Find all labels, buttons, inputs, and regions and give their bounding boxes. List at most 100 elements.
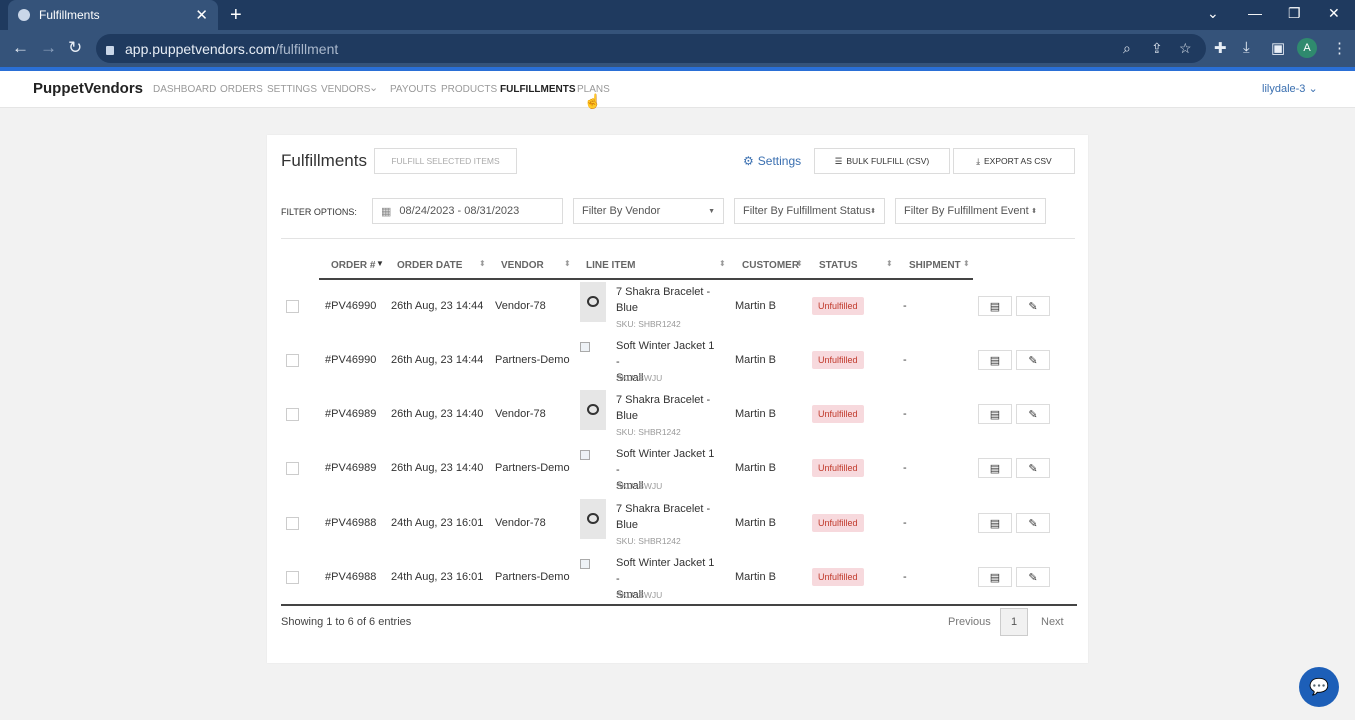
view-document-button[interactable]: ▤ [978, 567, 1012, 587]
line-item-name[interactable]: 7 Shakra Bracelet - Blue [616, 394, 711, 422]
nav-payouts[interactable]: PAYOUTS [390, 84, 437, 95]
line-item-name[interactable]: 7 Shakra Bracelet - Blue [616, 286, 711, 314]
nav-products[interactable]: PRODUCTS [441, 84, 498, 95]
browser-tab[interactable]: Fulfillments ✕ [8, 0, 218, 30]
nav-plans[interactable]: PLANS [577, 84, 610, 95]
col-status[interactable]: STATUS [819, 260, 858, 271]
vendors-chevron-down-icon[interactable]: ⌄ [369, 82, 379, 94]
sort-icon[interactable]: ⬍ [796, 259, 803, 268]
chat-bubble-button[interactable]: 💬 [1299, 667, 1339, 707]
edit-button[interactable]: ✎ [1016, 404, 1050, 424]
user-menu[interactable]: lilydale-3 ⌄ [1262, 82, 1318, 95]
order-number[interactable]: #PV46990 [325, 300, 377, 312]
table-row: #PV46989 26th Aug, 23 14:40 Vendor-78 7 … [267, 388, 1088, 442]
order-number[interactable]: #PV46990 [325, 354, 377, 366]
customer-name: Martin B [735, 300, 776, 312]
window-close-icon[interactable]: ✕ [1328, 5, 1340, 21]
address-bar[interactable]: app.puppetvendors.com/fulfillment ⌕ ⇪ ☆ [96, 34, 1206, 63]
fulfill-selected-button[interactable]: FULFILL SELECTED ITEMS [374, 148, 517, 174]
view-document-button[interactable]: ▤ [978, 513, 1012, 533]
edit-button[interactable]: ✎ [1016, 513, 1050, 533]
close-tab-icon[interactable]: ✕ [195, 7, 208, 24]
edit-button[interactable]: ✎ [1016, 296, 1050, 316]
reload-icon[interactable]: ↻ [68, 38, 83, 57]
view-document-button[interactable]: ▤ [978, 458, 1012, 478]
view-document-button[interactable]: ▤ [978, 404, 1012, 424]
new-tab-icon[interactable]: + [230, 4, 242, 26]
fulfillment-status-select[interactable]: Filter By Fulfillment Status ⬍ [734, 198, 885, 224]
sort-desc-icon[interactable]: ▼ [376, 259, 384, 268]
lock-icon [106, 46, 114, 55]
edit-button[interactable]: ✎ [1016, 350, 1050, 370]
row-checkbox[interactable] [286, 354, 299, 367]
settings-link[interactable]: ⚙ Settings [743, 154, 801, 168]
col-customer[interactable]: CUSTOMER [742, 260, 800, 271]
bookmark-star-icon[interactable]: ☆ [1179, 40, 1192, 56]
page-number-button[interactable]: 1 [1000, 608, 1028, 636]
col-shipment[interactable]: SHIPMENT [909, 260, 961, 271]
col-vendor[interactable]: VENDOR [501, 260, 544, 271]
vendor-filter-select[interactable]: Filter By Vendor ▼ [573, 198, 724, 224]
side-panel-icon[interactable]: ▣ [1271, 40, 1286, 57]
previous-page-button[interactable]: Previous [948, 616, 991, 628]
col-line-item[interactable]: LINE ITEM [586, 260, 636, 271]
share-icon[interactable]: ⇪ [1151, 40, 1163, 56]
tab-search-chevron-icon[interactable]: ⌄ [1207, 5, 1219, 21]
sort-icon[interactable]: ⬍ [719, 259, 726, 268]
shipment-value: - [903, 571, 907, 583]
col-order[interactable]: ORDER # [331, 260, 376, 271]
forward-arrow-icon[interactable]: → [40, 38, 57, 57]
restore-icon[interactable]: ❐ [1288, 5, 1301, 21]
view-document-button[interactable]: ▤ [978, 296, 1012, 316]
menu-kebab-icon[interactable]: ⋮ [1332, 40, 1347, 57]
sort-icon[interactable]: ⬍ [564, 259, 571, 268]
download-icon[interactable]: ⤓ [1243, 39, 1250, 56]
minimize-icon[interactable]: — [1248, 5, 1262, 21]
next-page-button[interactable]: Next [1041, 616, 1064, 628]
zoom-icon[interactable]: ⌕ [1123, 40, 1131, 56]
line-item-name[interactable]: Soft Winter Jacket 1 - Small [616, 340, 715, 384]
row-checkbox[interactable] [286, 300, 299, 313]
sort-icon[interactable]: ⬍ [479, 259, 486, 268]
line-item-name[interactable]: Soft Winter Jacket 1 - Small [616, 557, 715, 601]
line-item-name[interactable]: 7 Shakra Bracelet - Blue [616, 503, 711, 531]
col-order-date[interactable]: ORDER DATE [397, 260, 463, 271]
vendor-name: Partners-Demo [495, 462, 570, 474]
order-number[interactable]: #PV46988 [325, 517, 377, 529]
bulk-fulfill-button[interactable]: ☰ BULK FULFILL (CSV) [814, 148, 950, 174]
edit-button[interactable]: ✎ [1016, 458, 1050, 478]
sort-icon[interactable]: ⬍ [886, 259, 893, 268]
row-checkbox[interactable] [286, 571, 299, 584]
edit-button[interactable]: ✎ [1016, 567, 1050, 587]
status-badge: Unfulfilled [812, 459, 864, 477]
extensions-puzzle-icon[interactable]: ✚ [1214, 40, 1227, 57]
export-csv-button[interactable]: ⤓ EXPORT AS CSV [953, 148, 1075, 174]
order-number[interactable]: #PV46989 [325, 408, 377, 420]
bracelet-image [587, 404, 599, 415]
order-number[interactable]: #PV46988 [325, 571, 377, 583]
back-arrow-icon[interactable]: ← [12, 38, 29, 57]
brand-logo[interactable]: PuppetVendors [33, 80, 144, 97]
vendor-name: Vendor-78 [495, 408, 546, 420]
divider [281, 238, 1075, 239]
product-thumbnail [580, 499, 606, 539]
row-checkbox[interactable] [286, 462, 299, 475]
nav-dashboard[interactable]: DASHBOARD [153, 84, 217, 95]
nav-settings[interactable]: SETTINGS [267, 84, 318, 95]
date-range-picker[interactable]: ▦ 08/24/2023 - 08/31/2023 [372, 198, 563, 224]
shipment-value: - [903, 300, 907, 312]
pencil-icon: ✎ [1028, 354, 1038, 367]
order-number[interactable]: #PV46989 [325, 462, 377, 474]
profile-avatar[interactable]: A [1297, 38, 1317, 58]
nav-orders[interactable]: ORDERS [220, 84, 263, 95]
nav-fulfillments[interactable]: FULFILLMENTS [500, 84, 576, 95]
url-text: app.puppetvendors.com/fulfillment [125, 40, 339, 57]
row-checkbox[interactable] [286, 408, 299, 421]
row-checkbox[interactable] [286, 517, 299, 530]
pencil-icon: ✎ [1028, 462, 1038, 475]
sort-icon[interactable]: ⬍ [963, 259, 970, 268]
nav-vendors[interactable]: VENDORS [321, 84, 371, 95]
line-item-name[interactable]: Soft Winter Jacket 1 - Small [616, 448, 715, 492]
fulfillment-event-select[interactable]: Filter By Fulfillment Event ⬍ [895, 198, 1046, 224]
view-document-button[interactable]: ▤ [978, 350, 1012, 370]
